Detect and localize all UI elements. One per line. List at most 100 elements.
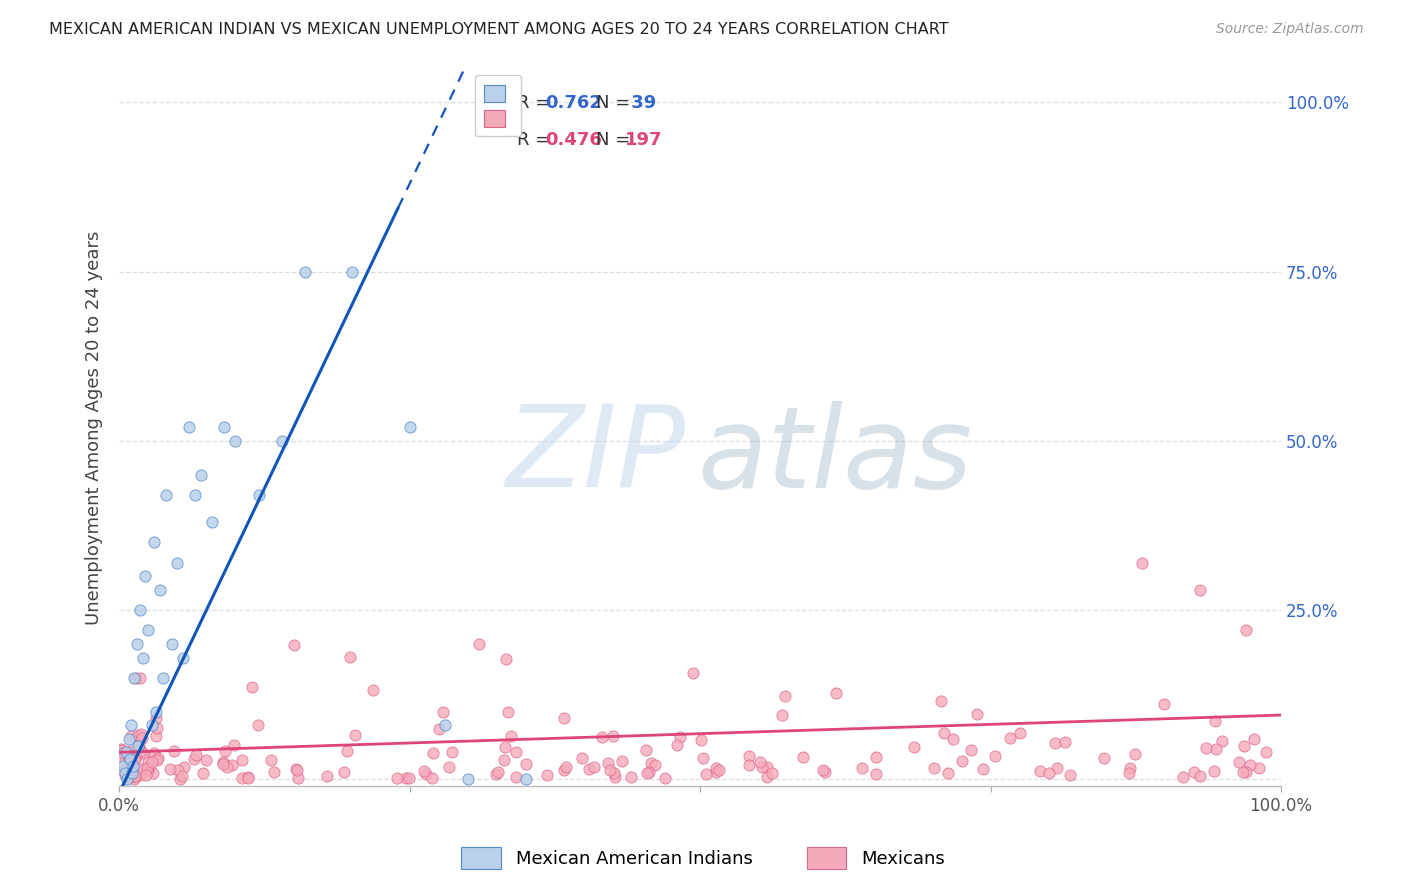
Point <box>183 752 205 766</box>
Point <box>136 756 159 770</box>
Point <box>114 768 136 782</box>
Point <box>285 762 308 776</box>
Point <box>387 771 409 785</box>
Text: N =: N = <box>596 131 636 149</box>
Point <box>263 764 285 779</box>
Point <box>591 730 613 744</box>
Point <box>499 729 522 743</box>
Point <box>118 753 141 767</box>
Point <box>1249 761 1271 775</box>
Point <box>936 765 959 780</box>
Point <box>420 771 443 785</box>
Point <box>159 762 181 776</box>
Point <box>121 762 143 776</box>
Point <box>395 771 418 785</box>
Point <box>1046 761 1069 775</box>
Point <box>495 652 517 666</box>
Point <box>136 760 159 774</box>
Point <box>1227 755 1250 769</box>
Point <box>1204 714 1226 729</box>
Point <box>125 671 148 685</box>
Point <box>166 763 188 777</box>
Point <box>903 740 925 755</box>
Text: 197: 197 <box>624 131 662 149</box>
Point <box>441 745 464 759</box>
Point <box>125 749 148 764</box>
Point <box>1029 764 1052 778</box>
Point <box>602 729 624 743</box>
Point <box>184 747 207 762</box>
Point <box>1008 726 1031 740</box>
Point <box>333 764 356 779</box>
Point <box>129 727 152 741</box>
Point <box>707 763 730 777</box>
Point <box>515 757 537 772</box>
Point <box>155 488 177 502</box>
Point <box>118 752 141 766</box>
Point <box>682 665 704 680</box>
Point <box>128 763 150 777</box>
Point <box>636 743 658 757</box>
Point <box>169 772 191 786</box>
Point <box>427 722 450 736</box>
Point <box>1211 734 1233 748</box>
Point <box>127 739 149 753</box>
Text: 0.476: 0.476 <box>546 131 603 149</box>
Point <box>344 728 367 742</box>
Point <box>492 754 515 768</box>
Point <box>115 772 138 786</box>
Point <box>811 763 834 777</box>
Point <box>122 772 145 786</box>
Point <box>134 569 156 583</box>
Point <box>224 434 246 448</box>
Point <box>792 749 814 764</box>
Point <box>247 488 270 502</box>
Point <box>125 637 148 651</box>
Point <box>142 746 165 760</box>
Point <box>117 731 139 746</box>
Point <box>128 739 150 753</box>
Point <box>145 753 167 767</box>
Point <box>124 768 146 782</box>
Point <box>398 771 420 785</box>
Point <box>127 728 149 742</box>
Point <box>120 744 142 758</box>
Point <box>1054 735 1077 749</box>
Point <box>117 772 139 787</box>
Point <box>1188 582 1211 597</box>
Point <box>610 755 633 769</box>
Point <box>138 764 160 778</box>
Point <box>121 770 143 784</box>
Point <box>972 762 994 776</box>
Point <box>143 535 166 549</box>
Point <box>146 721 169 735</box>
Point <box>637 765 659 780</box>
Point <box>598 756 620 770</box>
Point <box>603 770 626 784</box>
Point <box>111 743 134 757</box>
Point <box>636 765 658 780</box>
Point <box>704 761 727 775</box>
Text: 39: 39 <box>624 94 655 112</box>
Point <box>287 771 309 785</box>
Point <box>114 765 136 780</box>
Point <box>120 718 142 732</box>
Point <box>117 747 139 761</box>
Point <box>135 761 157 775</box>
Point <box>496 705 519 719</box>
Point <box>121 765 143 780</box>
Point <box>1153 697 1175 711</box>
Point <box>194 754 217 768</box>
Legend: , : , <box>475 76 520 136</box>
Point <box>124 769 146 783</box>
Point <box>215 759 238 773</box>
Point <box>131 731 153 745</box>
Point <box>433 718 456 732</box>
Point <box>238 771 260 785</box>
Y-axis label: Unemployment Among Ages 20 to 24 years: Unemployment Among Ages 20 to 24 years <box>86 230 103 624</box>
Point <box>163 744 186 758</box>
Point <box>120 770 142 784</box>
Point <box>190 467 212 482</box>
Point <box>737 758 759 772</box>
Point <box>1239 757 1261 772</box>
